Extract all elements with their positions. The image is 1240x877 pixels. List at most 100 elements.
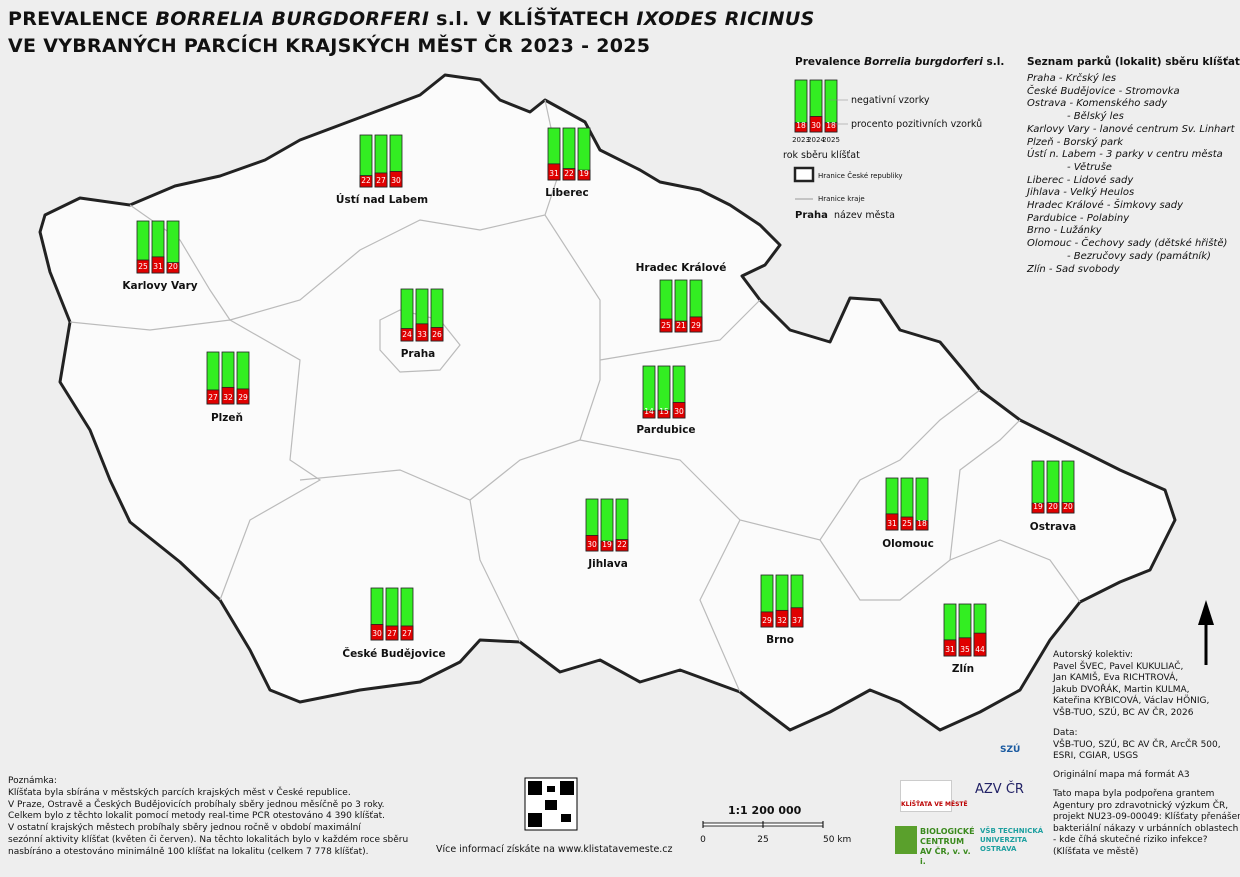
bar-value-label: 22	[361, 176, 371, 185]
bar-positive	[809, 116, 823, 133]
legend-country-swatch	[793, 166, 815, 183]
bar-positive	[374, 172, 388, 188]
bar-positive	[642, 410, 656, 419]
parks-list: Praha - Krčský les České Budějovice - Str…	[1027, 73, 1235, 276]
city-label: Plzeň	[211, 412, 243, 424]
bar-value-label: 22	[617, 540, 627, 549]
city-label: Jihlava	[587, 558, 628, 570]
bar-value-label: 27	[387, 629, 397, 638]
bar-value-label: 27	[376, 176, 386, 185]
source-line: Data:	[1053, 728, 1078, 738]
legend-title-part: Borrelia burgdorferi	[864, 56, 983, 68]
park-item: České Budějovice - Stromovka	[1027, 85, 1180, 97]
qr-code	[524, 777, 578, 831]
bar-value-label: 26	[432, 330, 442, 339]
city-label: Brno	[766, 634, 794, 646]
bar-positive	[775, 609, 789, 628]
bar-positive	[236, 388, 250, 405]
bar-positive	[885, 513, 899, 531]
bar-value-label: 32	[777, 616, 787, 625]
park-item: Ostrava - Komenského sady	[1027, 98, 1168, 110]
website: Více informací získáte na www.klistatave…	[436, 844, 673, 855]
grant-line: Tato mapa byla podpořena grantem	[1053, 789, 1215, 799]
bar-value-label: 31	[153, 262, 163, 271]
north-arrow	[1198, 600, 1214, 665]
bar-positive	[943, 639, 957, 657]
bar-positive	[1061, 502, 1075, 514]
city-label: Olomouc	[882, 538, 934, 550]
note-line: V Praze, Ostravě a Českých Budějovicích …	[8, 799, 385, 810]
authors: Autorský kolektiv: Pavel ŠVEC, Pavel KUKU…	[1053, 650, 1209, 719]
author-line: Jan KAMIŠ, Eva RICHTROVÁ,	[1053, 673, 1179, 683]
author-line: Jakub DVOŘÁK, Martin KULMA,	[1053, 684, 1190, 695]
bar-value-label: 33	[417, 330, 427, 339]
bar-positive	[1046, 502, 1060, 514]
bar-positive	[385, 625, 399, 641]
legend-year: 2025	[822, 136, 840, 144]
grant-line: bakteriální nákazy v urbánních oblastech	[1053, 823, 1239, 834]
bar-value-label: 18	[826, 121, 836, 130]
legend-negative: negativní vzorky	[851, 95, 930, 106]
scale-ratio: 1:1 200 000	[728, 804, 802, 817]
bar-positive	[824, 122, 838, 133]
title-line-1: PREVALENCE BORRELIA BURGDORFERI s.l. V K…	[8, 8, 815, 30]
bar-value-label: 21	[676, 321, 686, 330]
source-line: ESRI, CGIAR, USGS	[1053, 751, 1139, 761]
bar-positive	[166, 262, 180, 274]
title-line-2: VE VYBRANÝCH PARCÍCH KRAJSKÝCH MĚST ČR 2…	[8, 35, 651, 57]
legend-year-label: rok sběru klíšťat	[783, 150, 860, 161]
bar-value-label: 29	[238, 393, 248, 402]
legend-title-part: s.l.	[982, 56, 1005, 68]
bar-value-label: 30	[372, 629, 382, 638]
bar-value-label: 29	[762, 616, 772, 625]
park-item: Brno - Lužánky	[1027, 225, 1102, 237]
bar-value-label: 25	[661, 321, 671, 330]
bar-positive	[790, 607, 804, 628]
legend-city-sample: Praha	[795, 210, 828, 221]
park-item: Hradec Králové - Šimkovy sady	[1027, 200, 1184, 212]
park-item: - Bělský les	[1067, 111, 1124, 123]
city-label: Ostrava	[1030, 521, 1076, 533]
bar-positive	[585, 535, 599, 552]
bar-positive	[1031, 502, 1045, 514]
bar-value-label: 19	[602, 540, 612, 549]
title-part: s.l. V KLÍŠŤATECH	[429, 8, 637, 30]
title-part: BORRELIA BURGDORFERI	[155, 8, 430, 30]
bar-positive	[958, 637, 972, 657]
bar-positive	[400, 328, 414, 342]
bar-positive	[900, 516, 914, 531]
grant-line: Agentury pro zdravotnický výzkum ČR,	[1053, 800, 1229, 811]
bar-value-label: 15	[659, 407, 669, 416]
author-line: Pavel ŠVEC, Pavel KUKULIAČ,	[1053, 661, 1184, 672]
logo-klistata: KLÍŠŤATA VE MĚSTĚ	[900, 780, 968, 812]
bar-value-label: 19	[1033, 502, 1043, 511]
bar-value-label: 20	[168, 262, 178, 271]
park-item: - Větruše	[1067, 161, 1112, 173]
bar-positive	[973, 632, 987, 657]
author-line: Kateřina KYBICOVÁ, Václav HÖNIG,	[1053, 696, 1210, 706]
title-part: IXODES RICINUS	[636, 8, 815, 30]
bar-positive	[577, 169, 591, 181]
bar-value-label: 30	[811, 121, 821, 130]
bar-value-label: 27	[208, 393, 218, 402]
bar-value-label: 35	[960, 645, 970, 654]
logo-szu: SZÚ	[1000, 745, 1021, 755]
bar-value-label: 18	[917, 519, 927, 528]
logo-azv: AZV ČR	[975, 782, 1024, 797]
logo-vsb: VŠB TECHNICKÁ UNIVERZITA OSTRAVA	[980, 827, 1044, 853]
legend-positive: procento pozitivních vzorků	[851, 119, 983, 130]
park-item: - Bezručovy sady (památník)	[1067, 250, 1211, 262]
park-item: Liberec - Lidové sady	[1027, 174, 1134, 186]
bar-value-label: 31	[945, 645, 955, 654]
bar-value-label: 30	[587, 540, 597, 549]
bar-positive	[359, 175, 373, 188]
region-borders	[69, 99, 1081, 693]
bar-value-label: 31	[549, 169, 559, 178]
bar-positive	[400, 625, 414, 641]
bar-positive	[615, 539, 629, 552]
bar-positive	[600, 540, 614, 552]
bar-value-label: 37	[792, 616, 802, 625]
legend-country-border: Hranice České republiky	[818, 172, 903, 180]
